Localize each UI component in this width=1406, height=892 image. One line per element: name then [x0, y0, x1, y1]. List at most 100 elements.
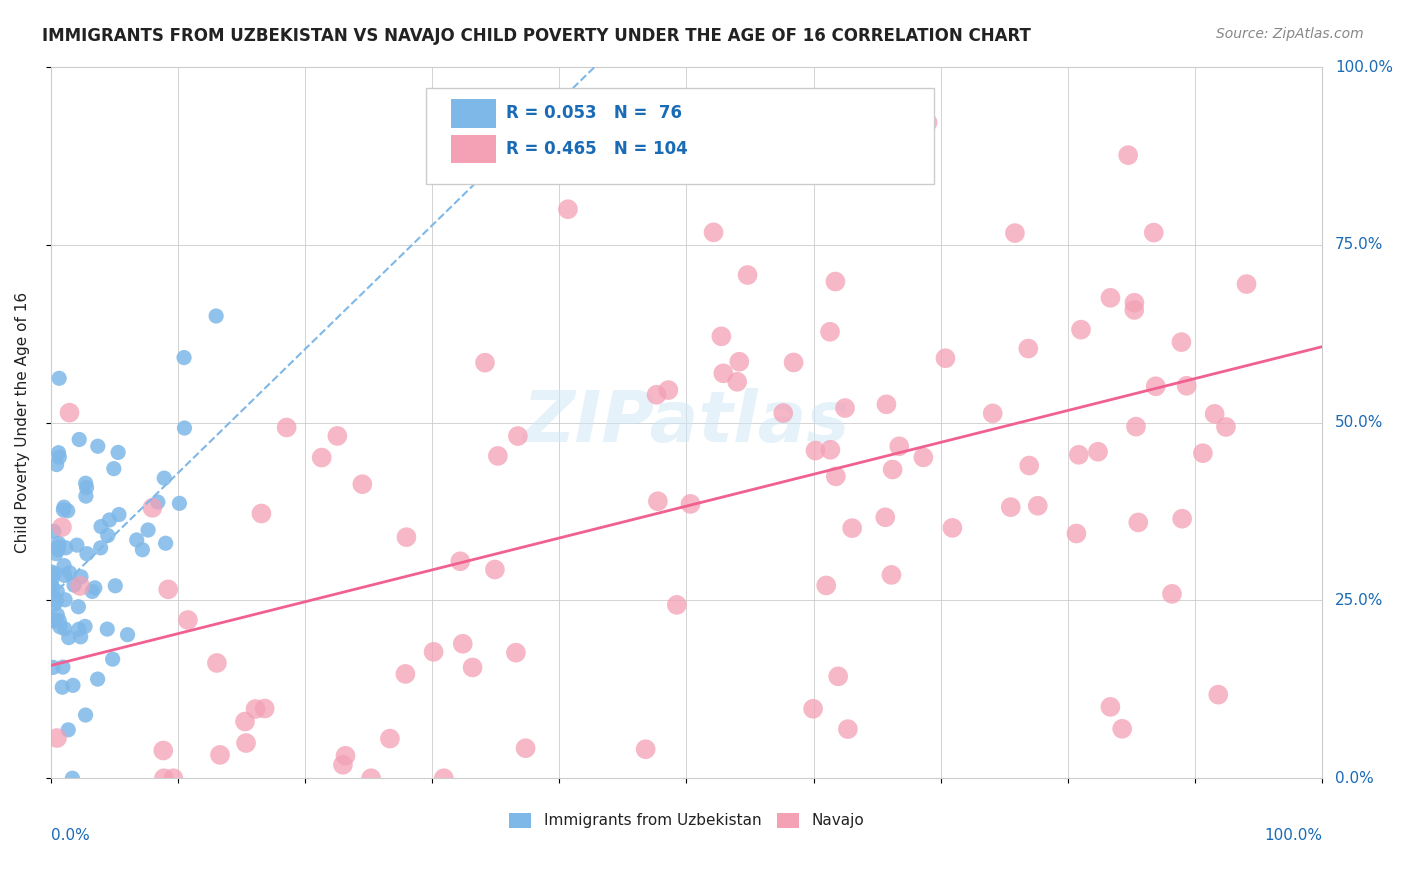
Point: [1017, 342, 1039, 356]
Point: [1171, 511, 1194, 525]
Point: [51, 520, 73, 534]
Point: [1144, 379, 1167, 393]
Point: [917, 115, 939, 129]
Point: [1116, 148, 1139, 162]
Point: [58, 631, 80, 645]
Point: [73, 619, 96, 633]
Y-axis label: Child Poverty Under the Age of 16: Child Poverty Under the Age of 16: [15, 292, 30, 553]
Point: [55, 541, 77, 555]
Point: [1087, 444, 1109, 458]
Point: [1236, 277, 1258, 291]
Point: [83, 581, 105, 595]
Point: [48, 536, 70, 550]
Point: [820, 442, 842, 457]
Point: [46, 731, 69, 745]
Point: [253, 701, 276, 715]
Point: [153, 771, 176, 785]
Point: [1161, 587, 1184, 601]
Point: [70, 570, 93, 584]
Point: [1111, 722, 1133, 736]
Point: [44, 597, 66, 611]
Point: [82, 584, 104, 599]
Point: [737, 268, 759, 282]
Point: [87, 439, 110, 453]
Point: [52, 660, 75, 674]
Point: [335, 748, 357, 763]
Point: [44, 566, 66, 581]
Point: [125, 533, 148, 547]
Point: [505, 646, 527, 660]
Point: [1066, 526, 1088, 541]
Text: IMMIGRANTS FROM UZBEKISTAN VS NAVAJO CHILD POVERTY UNDER THE AGE OF 16 CORRELATI: IMMIGRANTS FROM UZBEKISTAN VS NAVAJO CHI…: [42, 27, 1031, 45]
Point: [233, 714, 256, 729]
Point: [506, 429, 529, 443]
Point: [1018, 458, 1040, 473]
Point: [824, 275, 846, 289]
Point: [58, 406, 80, 420]
Point: [41, 578, 63, 592]
Point: [48, 446, 70, 460]
Point: [52, 503, 75, 517]
Point: [173, 421, 195, 435]
Point: [782, 355, 804, 369]
Point: [75, 489, 97, 503]
Point: [725, 375, 748, 389]
Point: [152, 743, 174, 757]
Bar: [451, 99, 496, 128]
Point: [97, 528, 120, 542]
Point: [46, 584, 69, 599]
Text: R = 0.465   N = 104: R = 0.465 N = 104: [506, 140, 688, 158]
Point: [484, 562, 506, 576]
Point: [98, 513, 121, 527]
Point: [702, 225, 724, 239]
Point: [394, 667, 416, 681]
Point: [875, 510, 897, 524]
Point: [772, 406, 794, 420]
Point: [981, 406, 1004, 420]
Point: [1204, 407, 1226, 421]
Point: [62, 678, 84, 692]
Point: [48, 450, 70, 464]
Point: [834, 401, 856, 415]
Point: [51, 680, 73, 694]
Bar: [451, 135, 496, 163]
Point: [815, 578, 838, 592]
Point: [69, 579, 91, 593]
Point: [53, 592, 76, 607]
Point: [90, 519, 112, 533]
Point: [1170, 335, 1192, 350]
Point: [208, 747, 231, 762]
Point: [67, 622, 90, 636]
Point: [108, 508, 131, 522]
Point: [153, 471, 176, 485]
Point: [59, 566, 82, 580]
Text: 50.0%: 50.0%: [1334, 415, 1384, 430]
Point: [461, 660, 484, 674]
Point: [136, 523, 159, 537]
Point: [39, 565, 62, 579]
Point: [889, 439, 911, 453]
Point: [46, 542, 69, 557]
Point: [378, 731, 401, 746]
Point: [173, 351, 195, 365]
Point: [53, 622, 76, 636]
Point: [647, 494, 669, 508]
Point: [711, 367, 734, 381]
Point: [1125, 419, 1147, 434]
Point: [395, 530, 418, 544]
Point: [326, 429, 349, 443]
Point: [1206, 688, 1229, 702]
Point: [1123, 295, 1146, 310]
Point: [900, 123, 922, 137]
Point: [63, 578, 86, 592]
Point: [449, 554, 471, 568]
Point: [67, 433, 90, 447]
Point: [42, 524, 65, 539]
Point: [250, 507, 273, 521]
Point: [557, 202, 579, 217]
Point: [801, 702, 824, 716]
Point: [276, 420, 298, 434]
Point: [332, 757, 354, 772]
Point: [48, 540, 70, 554]
Point: [245, 702, 267, 716]
